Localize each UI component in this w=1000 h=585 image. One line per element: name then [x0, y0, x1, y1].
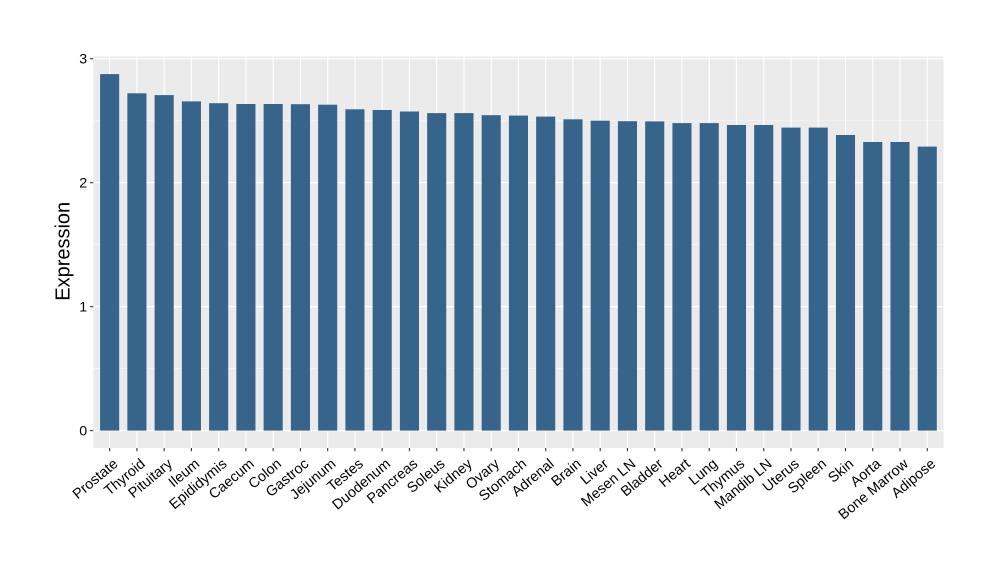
- svg-text:2: 2: [79, 175, 87, 191]
- svg-text:Heart: Heart: [656, 456, 693, 491]
- svg-text:Brain: Brain: [549, 456, 585, 490]
- svg-text:Expression: Expression: [53, 202, 75, 301]
- svg-text:1: 1: [79, 299, 87, 315]
- svg-text:3: 3: [79, 51, 87, 67]
- svg-text:0: 0: [79, 423, 87, 439]
